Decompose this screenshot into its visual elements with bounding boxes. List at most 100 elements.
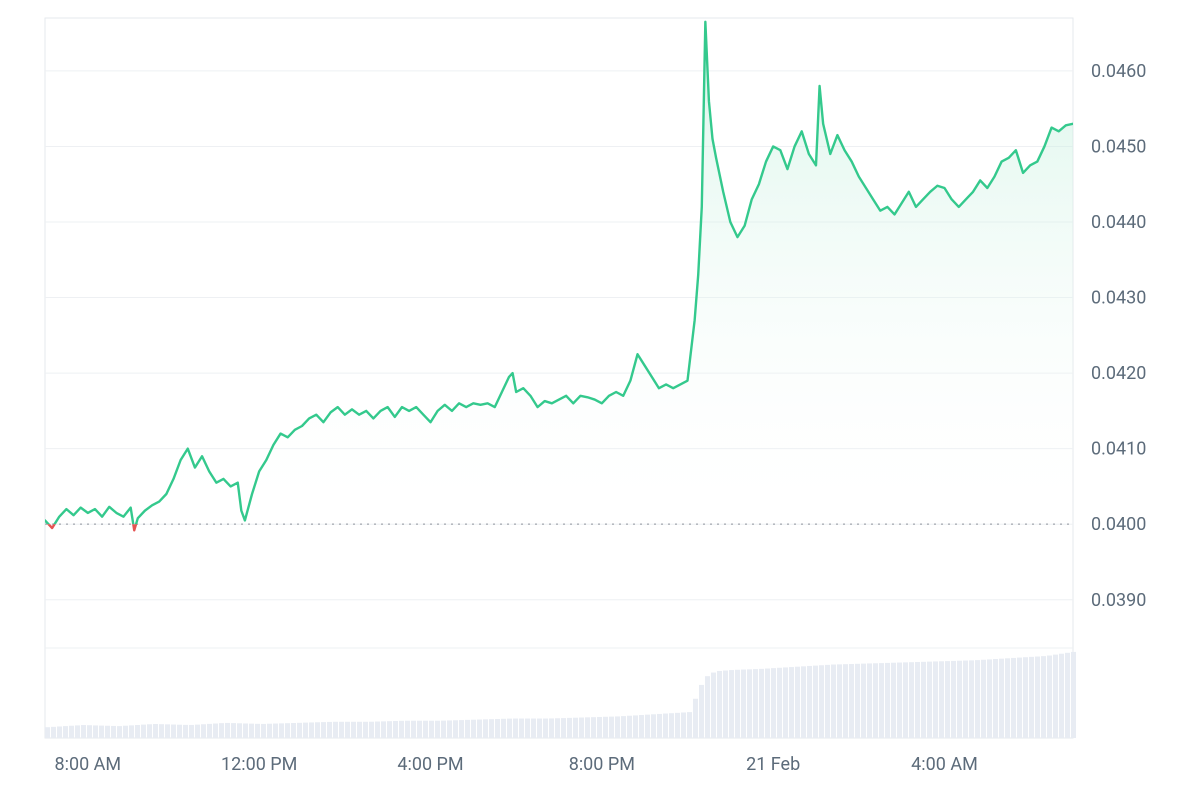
volume-bar xyxy=(549,718,554,738)
volume-bar xyxy=(537,719,542,738)
volume-bar xyxy=(579,718,584,738)
volume-bar xyxy=(1071,652,1076,738)
x-tick-label: 4:00 PM xyxy=(397,754,463,775)
volume-bar xyxy=(1029,657,1034,738)
volume-bar xyxy=(279,723,284,738)
volume-bar xyxy=(63,726,68,738)
volume-bar xyxy=(939,661,944,738)
volume-bar xyxy=(1017,658,1022,738)
volume-bar xyxy=(249,724,254,738)
volume-bar xyxy=(351,722,356,738)
volume-bar xyxy=(225,723,230,738)
volume-bar xyxy=(267,724,272,738)
volume-bar xyxy=(81,725,86,738)
y-tick-label: 0.0400 xyxy=(1091,514,1146,535)
volume-bar xyxy=(339,722,344,738)
volume-bar xyxy=(447,720,452,738)
volume-bar xyxy=(843,664,848,738)
volume-bar xyxy=(255,724,260,738)
volume-bar xyxy=(411,721,416,738)
volume-bar xyxy=(369,722,374,738)
volume-bar xyxy=(585,717,590,738)
volume-bar xyxy=(759,669,764,738)
volume-bar xyxy=(525,719,530,738)
volume-bar xyxy=(777,668,782,738)
volume-bar xyxy=(783,667,788,738)
volume-bar xyxy=(1035,656,1040,738)
volume-bar xyxy=(237,723,242,738)
volume-bar xyxy=(285,723,290,738)
volume-bar xyxy=(123,726,128,738)
volume-bar xyxy=(465,720,470,738)
volume-bar xyxy=(897,663,902,738)
volume-bar xyxy=(273,724,278,738)
volume-bar xyxy=(879,663,884,738)
volume-bar xyxy=(603,717,608,738)
volume-bar xyxy=(1011,658,1016,738)
volume-bar xyxy=(459,720,464,738)
volume-bar xyxy=(987,659,992,738)
volume-bar xyxy=(633,715,638,738)
volume-bar xyxy=(507,719,512,738)
volume-bar xyxy=(135,725,140,738)
volume-bar xyxy=(429,721,434,738)
volume-bar xyxy=(315,722,320,738)
volume-bar xyxy=(885,663,890,738)
volume-bar xyxy=(327,722,332,738)
volume-bar xyxy=(153,724,158,738)
volume-bar xyxy=(321,722,326,738)
volume-bar xyxy=(531,719,536,738)
volume-bar xyxy=(495,719,500,738)
volume-bar xyxy=(969,660,974,738)
x-tick-label: 8:00 AM xyxy=(55,754,122,775)
volume-bar xyxy=(105,726,110,738)
volume-bar xyxy=(1023,657,1028,738)
volume-bar xyxy=(375,722,380,738)
volume-bar xyxy=(201,724,206,738)
volume-bar xyxy=(51,727,56,738)
volume-bar xyxy=(915,662,920,738)
volume-bar xyxy=(519,719,524,738)
volume-bar xyxy=(705,676,710,738)
volume-bar xyxy=(1059,654,1064,738)
volume-bar xyxy=(741,670,746,738)
volume-bar xyxy=(219,723,224,738)
volume-bar xyxy=(711,673,716,738)
volume-bar xyxy=(627,716,632,738)
y-tick-label: 0.0420 xyxy=(1091,363,1146,384)
y-tick-label: 0.0440 xyxy=(1091,212,1146,233)
y-tick-label: 0.0410 xyxy=(1091,439,1146,460)
volume-bar xyxy=(747,669,752,738)
volume-bar xyxy=(513,719,518,738)
volume-bar xyxy=(435,721,440,738)
volume-bar xyxy=(765,669,770,738)
volume-bar xyxy=(1047,656,1052,738)
volume-bar xyxy=(405,721,410,738)
volume-bar xyxy=(933,661,938,738)
volume-bar xyxy=(1005,658,1010,738)
volume-bar xyxy=(801,666,806,738)
y-tick-label: 0.0390 xyxy=(1091,590,1146,611)
volume-bar xyxy=(795,667,800,738)
volume-bar xyxy=(141,725,146,738)
volume-bar xyxy=(129,725,134,738)
price-chart[interactable]: 0.03900.04000.04100.04200.04300.04400.04… xyxy=(0,0,1200,800)
volume-bar xyxy=(309,722,314,738)
volume-bar xyxy=(561,718,566,738)
volume-bar xyxy=(243,723,248,738)
volume-bar xyxy=(609,717,614,738)
volume-bar xyxy=(381,721,386,738)
volume-bar xyxy=(615,716,620,738)
volume-bar xyxy=(357,722,362,738)
volume-bar xyxy=(669,713,674,738)
volume-bar xyxy=(171,725,176,738)
volume-bar xyxy=(753,669,758,738)
volume-bar xyxy=(963,661,968,738)
y-tick-label: 0.0450 xyxy=(1091,136,1146,157)
volume-bar xyxy=(831,665,836,738)
volume-bar xyxy=(573,718,578,738)
volume-bar xyxy=(789,667,794,738)
volume-bar xyxy=(825,665,830,738)
volume-bar xyxy=(693,699,698,738)
volume-bar xyxy=(555,718,560,738)
